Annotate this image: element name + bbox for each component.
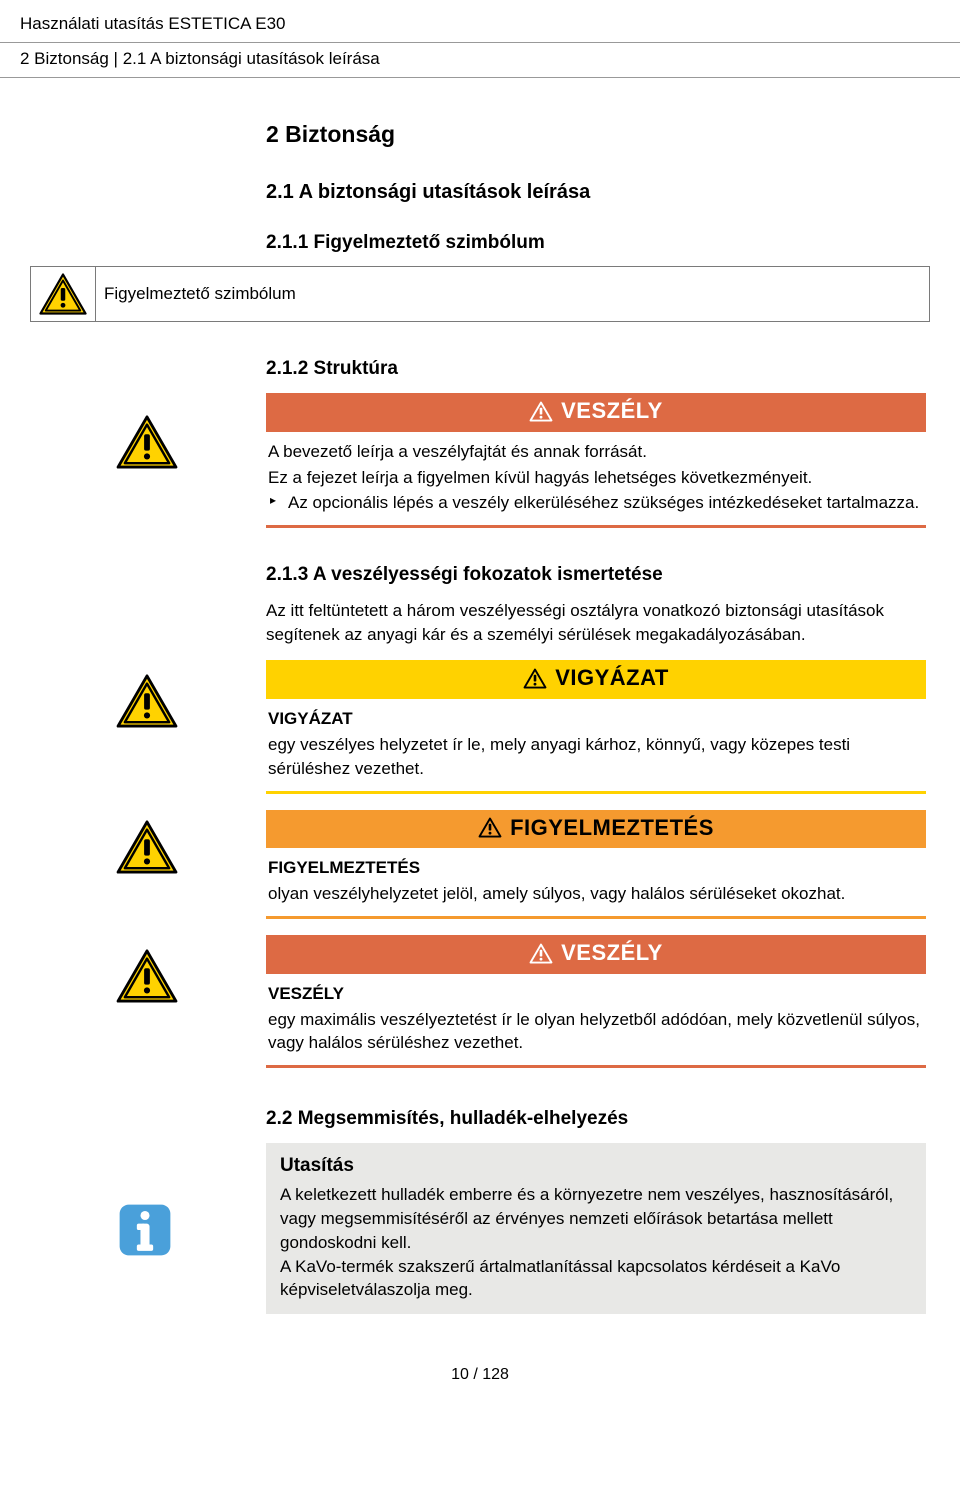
- warning-triangle-icon: [529, 943, 553, 964]
- danger2-block: VESZÉLY VESZÉLY egy maximális veszélyezt…: [30, 935, 930, 1068]
- utasitas-p2: A KaVo-termék szakszerű ártalmatlanításs…: [280, 1255, 912, 1303]
- heading-2-1: 2.1 A biztonsági utasítások leírása: [266, 178, 930, 206]
- warning-banner: FIGYELMEZTETÉS: [266, 810, 926, 849]
- page-number: 10 / 128: [0, 1334, 960, 1404]
- utasitas-row: Utasítás A keletkezett hulladék emberre …: [30, 1143, 930, 1315]
- heading-2-biztonsag: 2 Biztonság: [266, 118, 930, 150]
- warning-label: FIGYELMEZTETÉS: [268, 856, 924, 880]
- danger2-bottom-rule: [266, 1065, 926, 1068]
- warning-triangle-icon: [529, 401, 553, 422]
- doc-header: Használati utasítás ESTETICA E30: [0, 0, 960, 43]
- danger2-box-body: VESZÉLY egy maximális veszélyeztetést ír…: [266, 974, 926, 1065]
- warning-triangle-icon: [39, 273, 87, 315]
- utasitas-p1: A keletkezett hulladék emberre és a körn…: [280, 1183, 912, 1254]
- danger2-banner: VESZÉLY: [266, 935, 926, 974]
- warning-triangle-icon: [116, 820, 178, 874]
- danger2-text: egy maximális veszélyeztetést ír le olya…: [268, 1008, 924, 1056]
- heading-2-1-2: 2.1.2 Struktúra: [266, 356, 930, 383]
- caution-banner-text: VIGYÁZAT: [555, 663, 669, 694]
- warning-triangle-icon: [478, 817, 502, 838]
- s213-intro-text: Az itt feltüntetett a három veszélyesség…: [266, 599, 930, 647]
- doc-title: Használati utasítás ESTETICA E30: [20, 14, 286, 33]
- heading-2-1-3: 2.1.3 A veszélyességi fokozatok ismertet…: [266, 562, 930, 589]
- warning-triangle-icon: [116, 949, 178, 1003]
- caution-bottom-rule: [266, 791, 926, 794]
- danger2-banner-text: VESZÉLY: [561, 938, 663, 969]
- warning-block: FIGYELMEZTETÉS FIGYELMEZTETÉS olyan vesz…: [30, 810, 930, 919]
- utasitas-block: Utasítás A keletkezett hulladék emberre …: [266, 1143, 926, 1315]
- breadcrumb: 2 Biztonság | 2.1 A biztonsági utasításo…: [20, 49, 380, 68]
- warning-triangle-icon: [523, 668, 547, 689]
- danger-box-body: A bevezető leírja a veszélyfajtát és ann…: [266, 432, 926, 525]
- caution-label: VIGYÁZAT: [268, 707, 924, 731]
- info-icon: [116, 1201, 174, 1259]
- caution-banner: VIGYÁZAT: [266, 660, 926, 699]
- danger-bullet: Az opcionális lépés a veszély elkerülésé…: [268, 491, 924, 515]
- danger-banner-text: VESZÉLY: [561, 396, 663, 427]
- heading-2-2: 2.2 Megsemmisítés, hulladék-elhelyezés: [266, 1106, 930, 1133]
- caution-block: VIGYÁZAT VIGYÁZAT egy veszélyes helyzete…: [30, 660, 930, 793]
- symbol-callout-table: Figyelmeztető szimbólum: [30, 266, 930, 322]
- heading-2-1-1: 2.1.1 Figyelmeztető szimbólum: [266, 230, 930, 257]
- utasitas-title: Utasítás: [280, 1153, 912, 1180]
- danger-line-1: A bevezető leírja a veszélyfajtát és ann…: [268, 440, 924, 464]
- caution-box-body: VIGYÁZAT egy veszélyes helyzetet ír le, …: [266, 699, 926, 790]
- warning-bottom-rule: [266, 916, 926, 919]
- warning-box-body: FIGYELMEZTETÉS olyan veszélyhelyzetet je…: [266, 848, 926, 916]
- warning-text: olyan veszélyhelyzetet jelöl, amely súly…: [268, 882, 924, 906]
- warning-icon-cell: [31, 267, 96, 322]
- danger-bottom-rule: [266, 525, 926, 528]
- symbol-label-cell: Figyelmeztető szimbólum: [96, 267, 930, 322]
- danger2-label: VESZÉLY: [268, 982, 924, 1006]
- doc-breadcrumb-row: 2 Biztonság | 2.1 A biztonsági utasításo…: [0, 43, 960, 78]
- danger-line-2: Ez a fejezet leírja a figyelmen kívül ha…: [268, 466, 924, 490]
- structure-danger-block: VESZÉLY A bevezető leírja a veszélyfajtá…: [30, 393, 930, 528]
- caution-text: egy veszélyes helyzetet ír le, mely anya…: [268, 733, 924, 781]
- warning-triangle-icon: [116, 415, 178, 469]
- page-content: 2 Biztonság 2.1 A biztonsági utasítások …: [0, 78, 960, 1335]
- warning-banner-text: FIGYELMEZTETÉS: [510, 813, 714, 844]
- warning-triangle-icon: [116, 674, 178, 728]
- danger-banner: VESZÉLY: [266, 393, 926, 432]
